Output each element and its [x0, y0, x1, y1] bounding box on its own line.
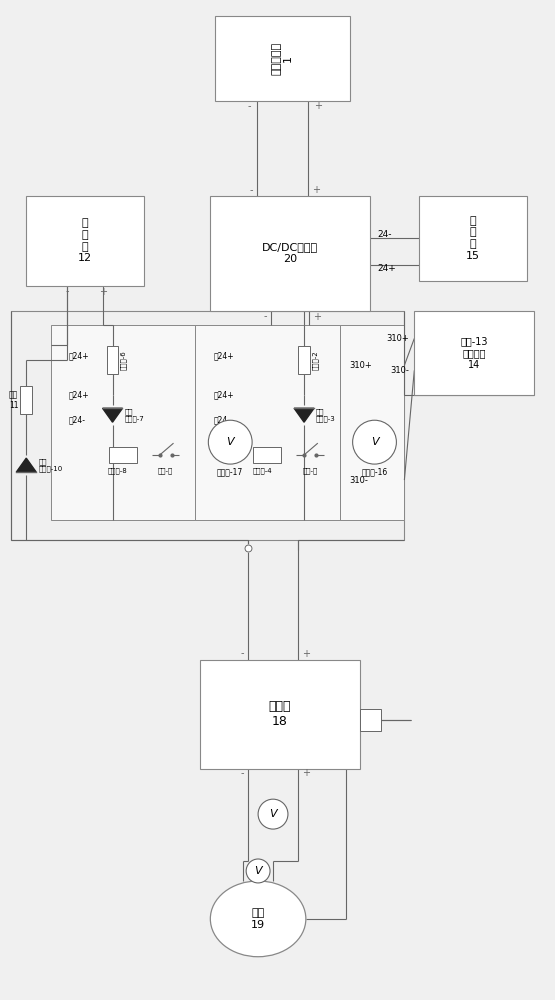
Text: V: V — [270, 809, 276, 819]
Text: +: + — [99, 287, 107, 297]
Text: V: V — [254, 866, 262, 876]
Bar — [195, 325, 340, 520]
Bar — [360, 709, 381, 731]
Text: 电压表-16: 电压表-16 — [361, 468, 387, 477]
Text: 电压表-17: 电压表-17 — [217, 468, 243, 477]
Bar — [340, 325, 405, 520]
Text: 310+: 310+ — [387, 334, 410, 343]
Text: -: - — [248, 101, 251, 111]
Circle shape — [258, 799, 288, 829]
Text: 额24+: 额24+ — [213, 351, 234, 360]
Text: -: - — [264, 312, 267, 322]
Bar — [215, 16, 350, 101]
Text: 开关-五: 开关-五 — [302, 468, 317, 474]
Bar — [109, 447, 137, 463]
Polygon shape — [294, 408, 314, 422]
Text: 24+: 24+ — [377, 264, 396, 273]
Bar — [415, 311, 534, 395]
Text: 氢燃料电池
1: 氢燃料电池 1 — [272, 42, 293, 75]
Text: 额24+: 额24+ — [69, 391, 90, 400]
Bar — [253, 447, 281, 463]
Text: 开关-二: 开关-二 — [158, 468, 173, 474]
Text: 一般
二极管-3: 一般 二极管-3 — [316, 408, 336, 422]
Text: +: + — [302, 768, 310, 778]
Bar — [107, 346, 119, 374]
Text: V: V — [371, 437, 379, 447]
Text: 电阻
11: 电阻 11 — [9, 391, 18, 410]
Text: -: - — [241, 768, 244, 778]
Ellipse shape — [210, 881, 306, 957]
Text: 储能器-8: 储能器-8 — [108, 468, 128, 474]
Text: DC/DC变压器
20: DC/DC变压器 20 — [262, 242, 318, 264]
Text: -: - — [65, 287, 69, 297]
Bar — [298, 346, 310, 374]
Text: 保险丝-6: 保险丝-6 — [120, 351, 127, 370]
Text: 控制器
18: 控制器 18 — [269, 700, 291, 728]
Bar — [200, 660, 360, 769]
Text: +: + — [313, 312, 321, 322]
Text: -: - — [250, 185, 253, 195]
Text: -: - — [241, 649, 244, 659]
Text: 电机
19: 电机 19 — [251, 908, 265, 930]
Bar — [11, 311, 405, 540]
Text: 保险丝-2: 保险丝-2 — [312, 351, 319, 370]
Text: 一般
二极管-10: 一般 二极管-10 — [38, 458, 63, 472]
Circle shape — [246, 859, 270, 883]
Text: V: V — [269, 809, 277, 819]
Bar — [26, 196, 144, 286]
Bar — [419, 196, 527, 281]
Text: 蓄
电
池
12: 蓄 电 池 12 — [78, 218, 92, 263]
Text: 额24-: 额24- — [69, 416, 86, 425]
Text: 310-: 310- — [350, 476, 369, 485]
Text: 储能器-4: 储能器-4 — [253, 468, 272, 474]
Text: 额24+: 额24+ — [213, 391, 234, 400]
Text: +: + — [312, 185, 320, 195]
Polygon shape — [103, 408, 123, 422]
Text: 一般
二极管-7: 一般 二极管-7 — [124, 408, 144, 422]
Text: 310-: 310- — [391, 366, 410, 375]
Bar — [21, 386, 32, 414]
Bar — [210, 196, 370, 311]
Bar — [51, 325, 195, 520]
Text: +: + — [302, 649, 310, 659]
Text: 额24+: 额24+ — [69, 351, 90, 360]
Text: +: + — [314, 101, 322, 111]
Circle shape — [352, 420, 396, 464]
Text: 24-: 24- — [377, 230, 392, 239]
Polygon shape — [16, 458, 36, 472]
Text: 额24-: 额24- — [213, 416, 230, 425]
Text: 310+: 310+ — [350, 361, 372, 370]
Circle shape — [208, 420, 252, 464]
Text: V: V — [226, 437, 234, 447]
Text: 风扇-13
继电器二
14: 风扇-13 继电器二 14 — [460, 336, 488, 370]
Text: 收
发
机
15: 收 发 机 15 — [466, 216, 480, 261]
